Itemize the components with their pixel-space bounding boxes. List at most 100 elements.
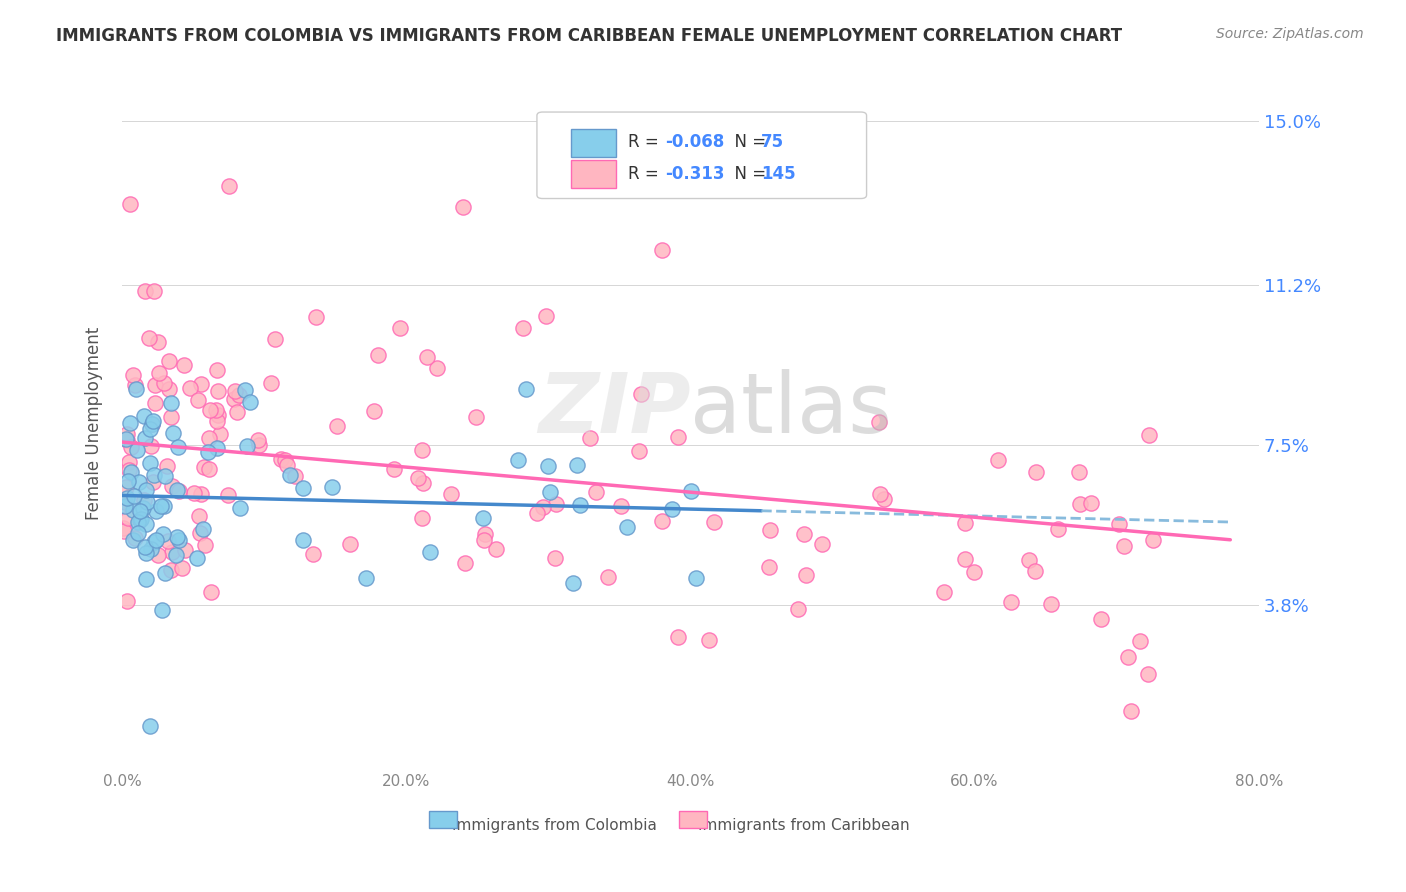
Point	[160, 396, 183, 410]
Point	[208, 427, 231, 442]
Point	[666, 430, 689, 444]
Point	[207, 408, 229, 422]
Point	[187, 508, 209, 523]
Point	[229, 500, 252, 515]
Point	[388, 320, 411, 334]
Point	[1018, 553, 1040, 567]
Point	[526, 506, 548, 520]
Point	[224, 384, 246, 399]
Point	[112, 494, 135, 508]
Point	[280, 468, 302, 483]
Point	[142, 284, 165, 298]
Text: ZIP: ZIP	[537, 369, 690, 450]
Point	[291, 481, 314, 495]
Point	[132, 500, 155, 515]
FancyBboxPatch shape	[537, 112, 866, 199]
Point	[292, 533, 315, 547]
Point	[239, 394, 262, 409]
Point	[811, 537, 834, 551]
Point	[115, 594, 138, 608]
Point	[188, 526, 211, 541]
Point	[247, 434, 270, 448]
Point	[472, 533, 495, 547]
Point	[167, 533, 190, 548]
Point	[169, 484, 191, 499]
Point	[426, 360, 449, 375]
Point	[1116, 650, 1139, 665]
Point	[155, 458, 177, 473]
Point	[139, 422, 162, 436]
Point	[152, 527, 174, 541]
Point	[207, 363, 229, 377]
Point	[274, 453, 297, 467]
Point	[150, 603, 173, 617]
Point	[321, 480, 343, 494]
Point	[610, 499, 633, 513]
Point	[122, 533, 145, 547]
Point	[139, 456, 162, 470]
Point	[142, 475, 165, 489]
Point	[135, 546, 157, 560]
Point	[1067, 465, 1090, 479]
Point	[117, 491, 139, 505]
Point	[200, 585, 222, 599]
Point	[143, 396, 166, 410]
Point	[166, 440, 188, 454]
Point	[544, 551, 567, 566]
Point	[1121, 704, 1143, 718]
Point	[276, 458, 298, 472]
Point	[406, 471, 429, 485]
Point	[127, 516, 149, 530]
Point	[153, 469, 176, 483]
Point	[412, 476, 434, 491]
Point	[145, 533, 167, 547]
Point	[465, 409, 488, 424]
Point	[222, 392, 245, 406]
Point	[1000, 594, 1022, 608]
Point	[118, 463, 141, 477]
Point	[207, 384, 229, 398]
Text: atlas: atlas	[690, 369, 893, 450]
Point	[1136, 666, 1159, 681]
Point	[124, 378, 146, 392]
Point	[1112, 539, 1135, 553]
Point	[270, 452, 292, 467]
Point	[326, 418, 349, 433]
Point	[129, 503, 152, 517]
Point	[153, 566, 176, 580]
Point	[118, 197, 141, 211]
Point	[485, 542, 508, 557]
Point	[135, 516, 157, 531]
Point	[679, 483, 702, 498]
Point	[122, 368, 145, 382]
Point	[578, 432, 600, 446]
Point	[953, 552, 976, 566]
Text: Source: ZipAtlas.com: Source: ZipAtlas.com	[1216, 27, 1364, 41]
Point	[263, 332, 285, 346]
Point	[148, 548, 170, 562]
Point	[569, 498, 592, 512]
Point	[193, 459, 215, 474]
Point	[124, 489, 146, 503]
Y-axis label: Female Unemployment: Female Unemployment	[86, 326, 103, 520]
Point	[152, 499, 174, 513]
Text: N =: N =	[724, 165, 772, 183]
Point	[1046, 522, 1069, 536]
Point	[354, 571, 377, 585]
Point	[787, 602, 810, 616]
Point	[190, 376, 212, 391]
Point	[159, 409, 181, 424]
Bar	[679, 811, 707, 828]
Point	[143, 535, 166, 549]
Point	[1024, 565, 1046, 579]
Point	[159, 563, 181, 577]
Point	[411, 511, 433, 525]
Point	[661, 502, 683, 516]
Bar	[571, 129, 616, 157]
Bar	[571, 161, 616, 188]
Point	[207, 442, 229, 456]
Point	[962, 565, 984, 579]
Point	[156, 534, 179, 549]
Point	[166, 530, 188, 544]
Point	[190, 487, 212, 501]
